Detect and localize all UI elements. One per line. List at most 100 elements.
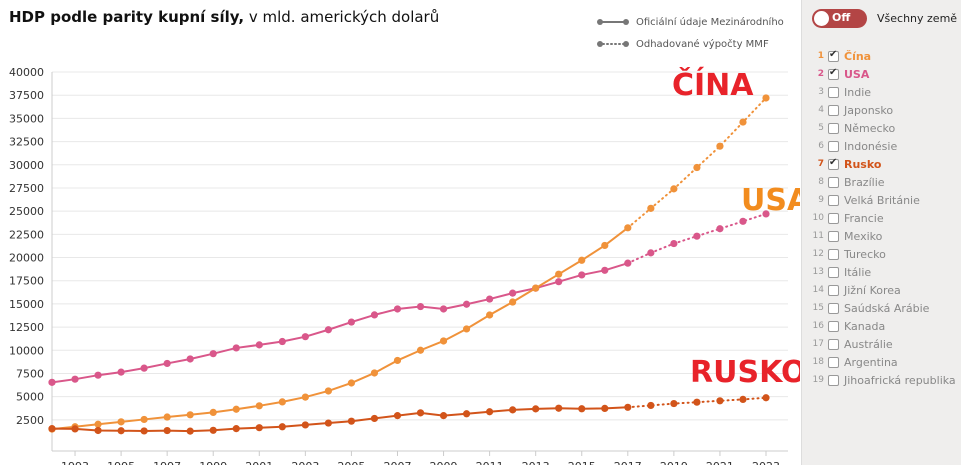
data-point-usa[interactable]: [117, 368, 125, 376]
country-checkbox[interactable]: [828, 194, 839, 206]
country-item[interactable]: 19 Jihoafrická republika: [802, 371, 961, 389]
country-checkbox[interactable]: [828, 284, 839, 296]
data-point-usa[interactable]: [393, 305, 402, 313]
country-item[interactable]: 16 Kanada: [802, 317, 961, 335]
data-point-china[interactable]: [624, 224, 632, 232]
data-point-russia[interactable]: [462, 410, 471, 418]
data-point-usa[interactable]: [555, 278, 563, 286]
data-point-usa[interactable]: [716, 225, 724, 233]
data-point-china[interactable]: [393, 356, 402, 365]
data-point-china[interactable]: [209, 408, 217, 416]
data-point-china[interactable]: [716, 142, 724, 150]
data-point-russia[interactable]: [117, 427, 125, 435]
country-item[interactable]: 6 Indonésie: [802, 137, 961, 155]
data-point-russia[interactable]: [232, 425, 240, 433]
data-point-usa[interactable]: [71, 375, 79, 383]
data-point-china[interactable]: [186, 411, 194, 419]
data-point-china[interactable]: [509, 298, 517, 306]
data-point-usa[interactable]: [462, 300, 471, 308]
data-point-russia[interactable]: [393, 412, 402, 420]
data-point-usa[interactable]: [578, 271, 586, 279]
data-point-china[interactable]: [486, 311, 494, 319]
data-point-china[interactable]: [693, 163, 701, 172]
data-point-china[interactable]: [416, 346, 425, 354]
data-point-china[interactable]: [532, 284, 540, 292]
data-point-russia[interactable]: [578, 405, 586, 413]
data-point-china[interactable]: [94, 420, 102, 428]
data-point-russia[interactable]: [324, 419, 332, 427]
data-point-russia[interactable]: [140, 427, 148, 435]
data-point-china[interactable]: [347, 379, 356, 387]
data-point-usa[interactable]: [163, 359, 171, 368]
data-point-china[interactable]: [370, 369, 379, 377]
data-point-russia[interactable]: [94, 426, 102, 435]
data-point-usa[interactable]: [186, 355, 194, 363]
data-point-russia[interactable]: [71, 425, 79, 433]
data-point-russia[interactable]: [486, 408, 494, 416]
data-point-usa[interactable]: [347, 318, 356, 326]
country-item[interactable]: 15 Saúdská Arábie: [802, 299, 961, 317]
data-point-russia[interactable]: [416, 409, 425, 417]
data-point-usa[interactable]: [624, 259, 632, 267]
country-item[interactable]: 5 Německo: [802, 119, 961, 137]
country-item[interactable]: 3 Indie: [802, 83, 961, 101]
country-item[interactable]: 8 Brazílie: [802, 173, 961, 191]
data-point-russia[interactable]: [301, 421, 309, 429]
data-point-russia[interactable]: [647, 401, 655, 410]
data-point-usa[interactable]: [209, 350, 217, 358]
country-checkbox[interactable]: [828, 374, 839, 386]
country-checkbox[interactable]: [828, 266, 839, 278]
country-item[interactable]: 10 Francie: [802, 209, 961, 227]
country-item[interactable]: 4 Japonsko: [802, 101, 961, 119]
data-point-russia[interactable]: [509, 406, 517, 414]
data-point-usa[interactable]: [232, 344, 240, 352]
data-point-usa[interactable]: [94, 371, 102, 379]
data-point-china[interactable]: [255, 402, 263, 410]
data-point-russia[interactable]: [439, 412, 448, 420]
country-checkbox[interactable]: [828, 140, 839, 152]
data-point-russia[interactable]: [624, 403, 632, 411]
data-point-usa[interactable]: [140, 364, 148, 372]
data-point-russia[interactable]: [278, 423, 286, 431]
country-item[interactable]: 7 Rusko: [802, 155, 961, 173]
data-point-russia[interactable]: [48, 425, 56, 433]
data-point-china[interactable]: [439, 337, 448, 345]
data-point-russia[interactable]: [762, 394, 770, 402]
country-checkbox[interactable]: [828, 122, 839, 134]
data-point-usa[interactable]: [48, 378, 56, 386]
data-point-china[interactable]: [163, 413, 171, 421]
data-point-china[interactable]: [555, 270, 563, 278]
data-point-russia[interactable]: [716, 397, 724, 405]
country-checkbox[interactable]: [828, 86, 839, 98]
data-point-usa[interactable]: [739, 217, 747, 225]
country-item[interactable]: 2 USA: [802, 65, 961, 83]
country-item[interactable]: 13 Itálie: [802, 263, 961, 281]
legend-item-official[interactable]: Oficiální údaje Mezinárodního: [596, 11, 786, 33]
country-checkbox[interactable]: [828, 230, 839, 242]
data-point-usa[interactable]: [670, 239, 678, 248]
data-point-russia[interactable]: [347, 417, 356, 425]
country-item[interactable]: 12 Turecko: [802, 245, 961, 263]
data-point-china[interactable]: [739, 118, 747, 126]
country-checkbox[interactable]: [828, 49, 839, 62]
data-point-russia[interactable]: [739, 395, 747, 404]
data-point-china[interactable]: [578, 256, 586, 264]
data-point-usa[interactable]: [324, 326, 332, 334]
data-point-china[interactable]: [670, 185, 678, 193]
data-point-russia[interactable]: [532, 405, 540, 413]
country-item[interactable]: 11 Mexiko: [802, 227, 961, 245]
data-point-usa[interactable]: [370, 311, 379, 319]
country-checkbox[interactable]: [828, 67, 839, 80]
country-checkbox[interactable]: [828, 338, 839, 350]
data-point-usa[interactable]: [601, 266, 609, 274]
data-point-usa[interactable]: [255, 341, 263, 349]
data-point-china[interactable]: [140, 415, 148, 424]
data-point-china[interactable]: [324, 387, 332, 395]
country-item[interactable]: 9 Velká Británie: [802, 191, 961, 209]
data-point-china[interactable]: [462, 325, 471, 333]
data-point-usa[interactable]: [278, 337, 286, 346]
data-point-usa[interactable]: [762, 210, 770, 218]
data-point-china[interactable]: [647, 204, 655, 212]
data-point-usa[interactable]: [301, 333, 309, 341]
data-point-usa[interactable]: [647, 249, 655, 257]
